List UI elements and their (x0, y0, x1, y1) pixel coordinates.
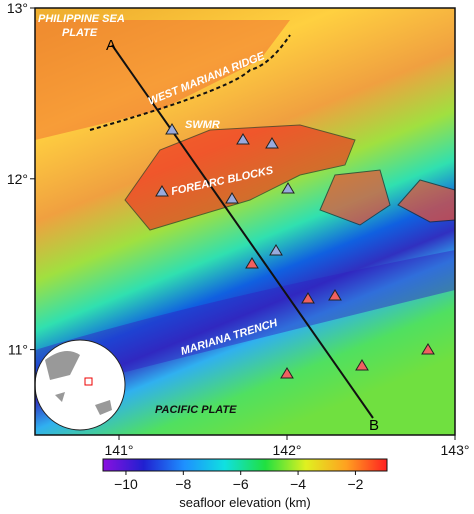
station (328, 289, 342, 301)
station (165, 123, 179, 135)
station (155, 185, 169, 197)
station (236, 133, 250, 145)
inset-land (45, 351, 112, 415)
colorbar-tick-label: −8 (175, 476, 191, 492)
map-frame (34, 7, 456, 436)
forearc-block (319, 169, 391, 226)
ridge-area (35, 20, 290, 140)
station (265, 137, 279, 149)
station (245, 257, 259, 269)
map-label: SWMR (185, 119, 220, 131)
profile-end: B (369, 417, 379, 434)
colorbar-tick-label: −4 (290, 476, 306, 492)
lon-tick-label: 142° (273, 442, 302, 458)
lat-tick-label: 11° (8, 342, 28, 358)
forearc-blocks (124, 124, 356, 231)
colorbar (102, 458, 388, 472)
station (280, 367, 294, 379)
station (281, 182, 295, 194)
map-label: PLATE (62, 27, 98, 39)
stations-red (245, 257, 435, 379)
colorbar-tick-label: −6 (233, 476, 249, 492)
inset-box (84, 377, 93, 386)
colorbar-tick-label: −10 (114, 476, 138, 492)
ridge-boundary (89, 34, 291, 131)
inset-globe (35, 339, 126, 431)
lon-tick-label: 141° (105, 442, 134, 458)
colorbar-tick-label: −2 (347, 476, 363, 492)
colorbar-label: seafloor elevation (km) (179, 495, 311, 510)
forearc-block (397, 179, 455, 223)
lat-tick-label: 12° (7, 171, 28, 187)
lat-tick-label: 13° (7, 0, 28, 16)
station (355, 359, 369, 371)
map-label: PACIFIC PLATE (155, 404, 237, 416)
profile-line (111, 44, 374, 419)
map-area: PHILIPPINE SEA PLATE WEST MARIANA RIDGE … (35, 8, 455, 435)
station (225, 192, 239, 204)
map-label: PHILIPPINE SEA (38, 13, 125, 25)
lon-tick-label: 143° (441, 442, 470, 458)
station (301, 292, 315, 304)
stations (155, 123, 295, 256)
profile-start: A (106, 37, 116, 54)
trench-band (35, 250, 455, 395)
station (421, 343, 435, 355)
station (269, 244, 283, 256)
